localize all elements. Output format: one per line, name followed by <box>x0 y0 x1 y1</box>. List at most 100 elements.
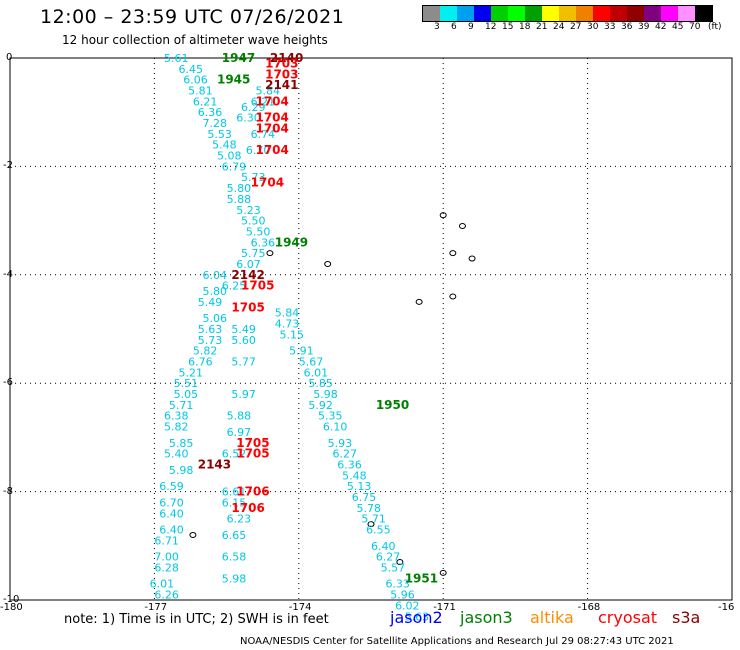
legend-value: 9 <box>468 22 474 32</box>
wave-height-label: 6.02 <box>395 599 420 612</box>
wave-height-label: 6.58 <box>222 551 247 564</box>
wave-height-label: 5.63 <box>405 610 430 623</box>
wave-height-label: 6.79 <box>222 160 247 173</box>
island-outline <box>449 250 457 257</box>
wave-height-label: 6.59 <box>159 480 184 493</box>
pass-time-label: 1705 <box>236 436 269 450</box>
wave-height-label: 5.84 <box>255 85 279 98</box>
pass-time-label: 1950 <box>376 398 409 412</box>
wave-height-label: 5.50 <box>246 225 271 238</box>
wave-height-label: 5.21 <box>178 366 203 379</box>
island-outline <box>266 250 274 257</box>
x-tick-label: -16 <box>718 602 735 613</box>
wave-height-label: 6.30 <box>236 112 261 125</box>
legend-swatch <box>559 6 576 21</box>
legend-swatch <box>474 6 491 21</box>
wave-height-label: 5.08 <box>217 150 242 163</box>
wave-height-label: 5.23 <box>236 204 261 217</box>
pass-time-label: 2141 <box>265 78 298 92</box>
satellite-name: jason2 <box>390 608 443 627</box>
island-outline <box>367 521 375 528</box>
satellite-name: altika <box>530 608 574 627</box>
plot-frame <box>9 57 733 601</box>
legend-value: 12 <box>485 22 497 32</box>
wave-height-label: 5.88 <box>227 193 252 206</box>
legend-swatch <box>508 6 525 21</box>
wave-height-label: 5.77 <box>231 356 256 369</box>
wave-height-label: 6.71 <box>154 534 179 547</box>
wave-height-label: 5.82 <box>164 421 189 434</box>
island-outline <box>415 298 423 305</box>
wave-height-label: 6.25 <box>222 280 247 293</box>
pass-time-label: 1704 <box>255 94 288 108</box>
x-tick-label: -174 <box>288 602 312 613</box>
wave-height-label: 5.05 <box>174 388 199 401</box>
legend-value: 18 <box>519 22 531 32</box>
wave-height-label: 5.80 <box>203 285 228 298</box>
legend-swatch <box>491 6 508 21</box>
islands <box>189 212 476 576</box>
legend-value: 70 <box>689 22 701 32</box>
wave-height-label: 5.71 <box>169 399 194 412</box>
pass-time-label: 1703 <box>265 67 298 81</box>
wave-height-label: 5.61 <box>164 52 189 65</box>
wave-height-label: 5.98 <box>313 388 338 401</box>
pass-time-label: 1703 <box>265 56 298 70</box>
wave-height-label: 6.38 <box>164 410 189 423</box>
wave-height-label: 6.26 <box>154 589 179 602</box>
legend-swatch <box>593 6 610 21</box>
wave-height-label: 6.36 <box>337 459 362 472</box>
wave-height-labels: 5.616.456.065.816.216.367.285.535.485.08… <box>150 52 430 623</box>
legend-value: 3 <box>434 22 440 32</box>
wave-height-label: 5.71 <box>361 513 386 526</box>
wave-height-label: 5.73 <box>241 171 265 184</box>
pass-time-label: 1705 <box>241 279 274 293</box>
legend-value: 27 <box>570 22 582 32</box>
wave-height-label: 6.28 <box>154 561 179 574</box>
wave-height-label: 5.82 <box>193 345 218 358</box>
pass-time-label: 1706 <box>236 485 269 499</box>
legend-value: 33 <box>604 22 616 32</box>
wave-height-label: 6.65 <box>222 529 247 542</box>
wave-height-label: 5.91 <box>289 345 314 358</box>
legend-swatch <box>542 6 559 21</box>
legend-swatch <box>610 6 627 21</box>
wave-height-label: 7.28 <box>203 117 228 130</box>
wave-height-label: 6.01 <box>304 366 329 379</box>
wave-height-label: 5.75 <box>241 247 265 260</box>
x-tick-label: -177 <box>144 602 168 613</box>
legend-value: 39 <box>638 22 650 32</box>
pass-time-label: 1706 <box>231 501 264 515</box>
wave-height-label: 6.27 <box>332 448 357 461</box>
y-tick-label: 0 <box>6 52 13 63</box>
pass-time-label: 2143 <box>198 458 231 472</box>
wave-height-label: 5.48 <box>212 139 237 152</box>
y-tick-label: -10 <box>3 594 20 605</box>
legend-value: 30 <box>587 22 599 32</box>
wave-height-label: 5.06 <box>203 312 228 325</box>
island-outline <box>449 293 457 300</box>
island-outline <box>458 223 466 230</box>
pass-time-label: 1704 <box>255 111 288 125</box>
island-outline <box>324 260 332 267</box>
wave-height-label: 6.40 <box>371 540 396 553</box>
wave-height-label: 5.13 <box>347 480 372 493</box>
wave-height-label: 5.50 <box>241 215 265 228</box>
legend-unit: (ft) <box>708 22 722 32</box>
legend-swatch <box>678 6 695 21</box>
legend-swatch <box>644 6 661 21</box>
legend-swatch <box>695 6 712 21</box>
wave-height-label: 5.81 <box>188 85 213 98</box>
wave-height-label: 5.98 <box>222 572 247 585</box>
wave-height-label: 5.63 <box>198 323 223 336</box>
wave-height-label: 5.85 <box>308 377 333 390</box>
pass-time-label: 1949 <box>275 235 308 249</box>
wave-height-label: 5.93 <box>328 437 353 450</box>
legend-swatch <box>525 6 542 21</box>
wave-height-label: 6.70 <box>246 144 271 157</box>
legend-swatch <box>440 6 457 21</box>
y-tick-label: -6 <box>3 377 13 389</box>
color-legend <box>422 5 713 22</box>
legend-swatch <box>627 6 644 21</box>
wave-height-label: 5.35 <box>318 410 343 423</box>
